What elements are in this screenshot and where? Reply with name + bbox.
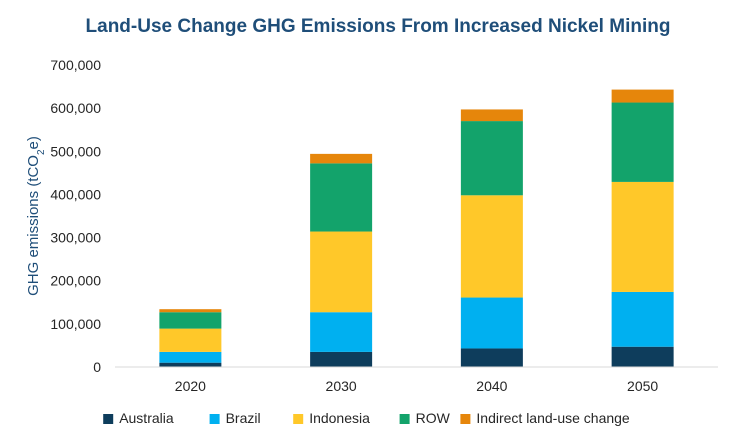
x-tick-label: 2030 xyxy=(326,378,357,394)
legend-label: Indonesia xyxy=(309,410,370,426)
bar-segment xyxy=(611,181,674,292)
bar-segment xyxy=(159,351,222,363)
y-axis-ticks: 0 100,000 200,000 300,000 400,000 500,000 600,… xyxy=(50,57,101,375)
legend-swatch xyxy=(293,414,304,424)
bar-segment xyxy=(159,309,222,313)
y-tick-label: 0 xyxy=(93,359,101,375)
bar-segment xyxy=(310,231,373,313)
bar-segment xyxy=(460,348,523,367)
legend-swatch xyxy=(399,414,410,424)
bar-segment xyxy=(310,163,373,232)
y-axis-label-subscript: 2 xyxy=(36,149,47,155)
y-tick-label: 600,000 xyxy=(50,100,101,116)
legend-label: Brazil xyxy=(226,410,261,426)
legend-label: Indirect land-use change xyxy=(476,410,630,426)
legend-label: Australia xyxy=(119,410,174,426)
bar-segment xyxy=(460,109,523,122)
bar-segment xyxy=(611,346,674,367)
bars xyxy=(159,89,674,367)
bar-segment xyxy=(310,351,373,367)
bar-segment xyxy=(611,291,674,347)
legend-swatch xyxy=(460,414,471,424)
chart-title: Land-Use Change GHG Emissions From Incre… xyxy=(86,16,671,37)
bar-segment xyxy=(159,362,222,367)
legend-swatch xyxy=(209,414,220,424)
bar-segment xyxy=(611,89,674,103)
bar-segment xyxy=(460,297,523,349)
y-tick-label: 100,000 xyxy=(50,316,101,332)
x-tick-label: 2040 xyxy=(476,378,507,394)
x-tick-label: 2020 xyxy=(175,378,206,394)
y-tick-label: 700,000 xyxy=(50,57,101,73)
y-tick-label: 200,000 xyxy=(50,273,101,289)
x-axis-ticks: 2020 2030 2040 2050 xyxy=(175,378,659,394)
y-tick-label: 500,000 xyxy=(50,143,101,159)
y-axis-label: GHG emissions (tCO2e) xyxy=(25,136,47,296)
bar-segment xyxy=(611,102,674,182)
y-tick-label: 400,000 xyxy=(50,186,101,202)
y-tick-label: 300,000 xyxy=(50,230,101,246)
bar-segment xyxy=(159,312,222,329)
legend-label: ROW xyxy=(416,410,451,426)
y-axis-label-end: e) xyxy=(25,136,42,149)
legend: Australia Brazil Indonesia ROW Indirect land… xyxy=(103,410,630,426)
y-axis-label-main: GHG emissions (tCO xyxy=(25,155,42,296)
bar-segment xyxy=(460,121,523,196)
bar-segment xyxy=(159,328,222,352)
bar-segment xyxy=(460,195,523,298)
bar-segment xyxy=(310,153,373,164)
bar-segment xyxy=(310,312,373,352)
legend-swatch xyxy=(103,414,114,424)
x-tick-label: 2050 xyxy=(627,378,658,394)
